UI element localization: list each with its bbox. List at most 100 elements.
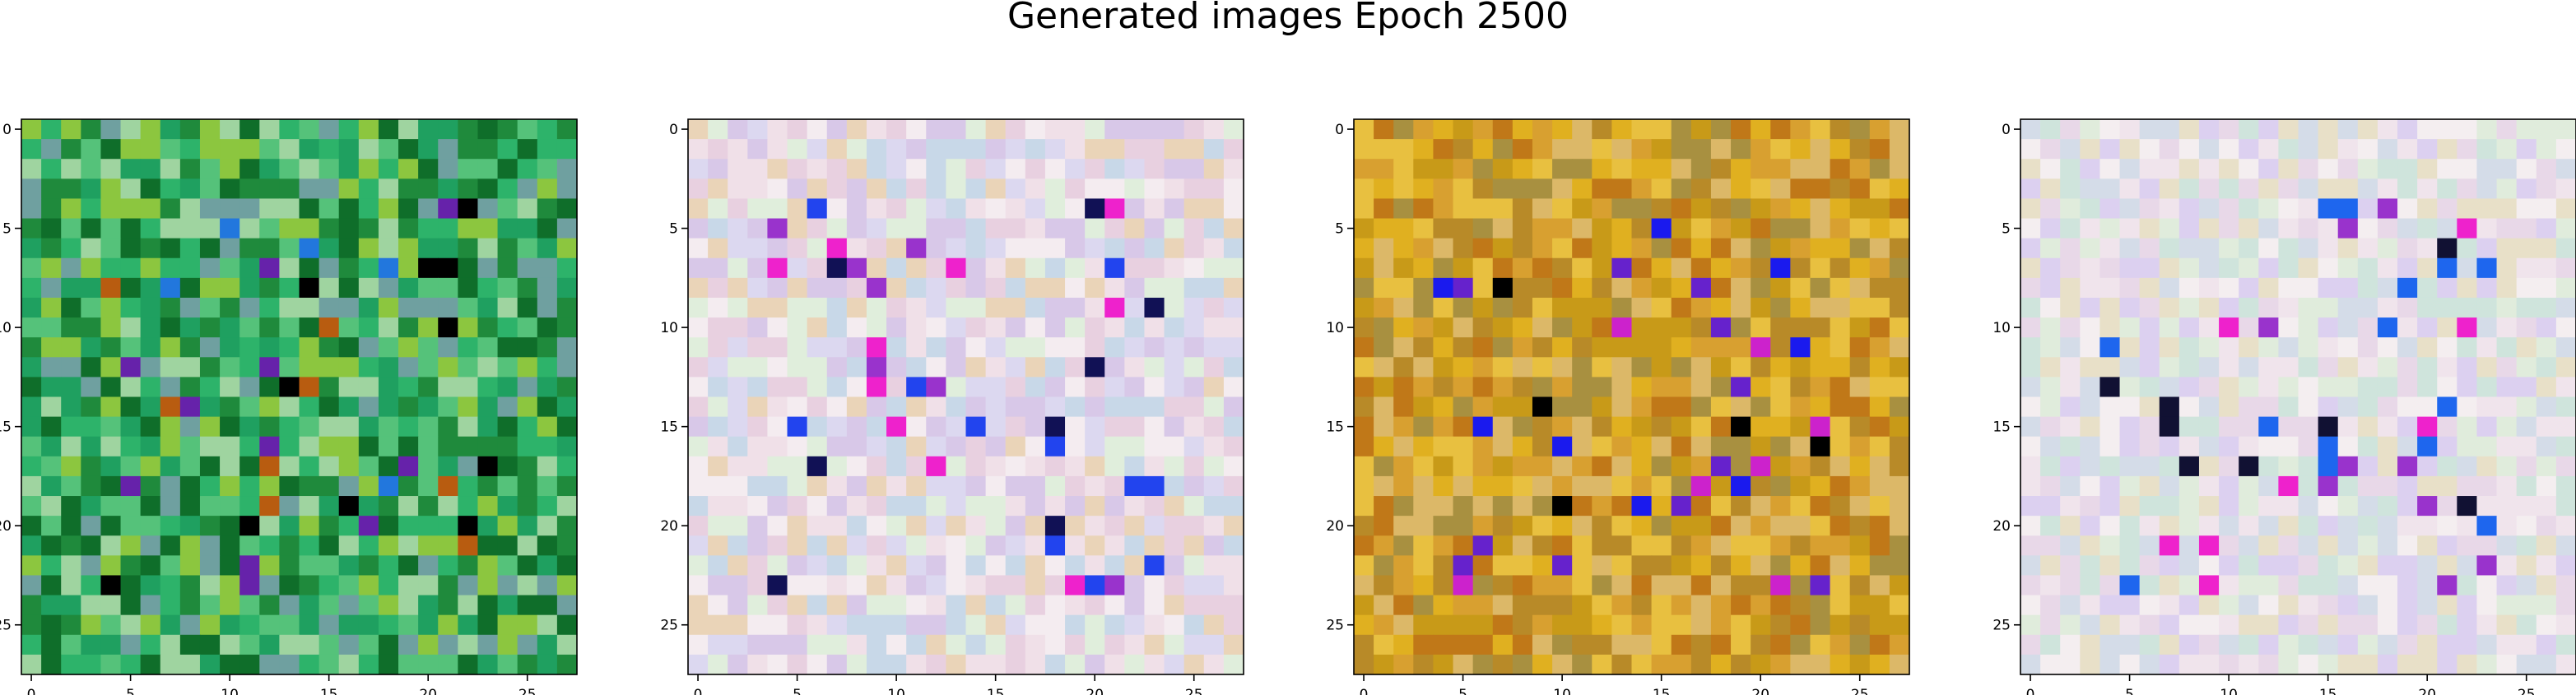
- pixel-cell: [2198, 436, 2220, 457]
- pixel-cell: [708, 456, 728, 477]
- pixel-cell: [1472, 119, 1494, 140]
- pixel-cell: [1651, 277, 1672, 299]
- pixel-cell: [2178, 535, 2200, 556]
- pixel-cell: [2417, 257, 2438, 279]
- pixel-cell: [2099, 555, 2121, 577]
- pixel-cell: [2476, 119, 2498, 140]
- pixel-cell: [1830, 277, 1851, 299]
- pixel-cell: [1124, 496, 1146, 517]
- pixel-cell: [1512, 139, 1533, 160]
- pixel-cell: [1869, 178, 1890, 200]
- pixel-cell: [398, 198, 419, 220]
- pixel-cell: [1413, 198, 1434, 220]
- pixel-cell: [81, 297, 102, 318]
- pixel-cell: [2239, 218, 2259, 239]
- pixel-cell: [2198, 595, 2220, 616]
- pixel-cell: [2357, 595, 2378, 616]
- pixel-cell: [946, 257, 967, 279]
- pixel-cell: [2357, 357, 2378, 378]
- pixel-cell: [239, 238, 260, 259]
- pixel-cell: [1532, 475, 1553, 497]
- pixel-cell: [2476, 277, 2498, 299]
- pixel-cell: [985, 614, 1007, 636]
- pixel-cell: [787, 119, 808, 140]
- pixel-cell: [2239, 654, 2259, 675]
- pixel-cell: [81, 198, 102, 220]
- pixel-cell: [1144, 535, 1165, 556]
- pixel-cell: [2476, 317, 2498, 338]
- pixel-cell: [826, 396, 848, 418]
- pixel-cell: [2298, 634, 2319, 656]
- pixel-cell: [2040, 456, 2061, 477]
- pixel-cell: [1790, 178, 1811, 200]
- pixel-cell: [1413, 416, 1434, 438]
- y-tick-label: 0: [2002, 122, 2011, 138]
- pixel-cell: [2357, 555, 2378, 577]
- pixel-cell: [1453, 139, 1474, 160]
- pixel-cell: [1144, 198, 1165, 220]
- pixel-cell: [747, 396, 769, 418]
- pixel-cell: [1889, 475, 1910, 497]
- pixel-cell: [2080, 317, 2101, 338]
- pixel-cell: [537, 337, 558, 358]
- pixel-cell: [1731, 377, 1751, 398]
- pixel-cell: [2258, 456, 2279, 477]
- pixel-cell: [688, 575, 709, 596]
- pixel-cell: [120, 238, 142, 259]
- pixel-cell: [787, 516, 808, 536]
- pixel-cell: [1592, 139, 1612, 160]
- pixel-cell: [2178, 614, 2200, 636]
- pixel-cell: [747, 436, 769, 457]
- pixel-cell: [1611, 614, 1633, 636]
- pixel-cell: [2099, 396, 2121, 418]
- pixel-cell: [2020, 496, 2041, 517]
- pixel-cell: [1671, 337, 1692, 358]
- pixel-cell: [1552, 595, 1573, 616]
- pixel-cell: [179, 516, 201, 536]
- pixel-cell: [747, 178, 769, 200]
- pixel-cell: [2357, 575, 2378, 596]
- pixel-cell: [1690, 257, 1712, 279]
- pixel-cell: [688, 396, 709, 418]
- pixel-cell: [2278, 555, 2299, 577]
- pixel-cell: [1552, 475, 1573, 497]
- pixel-cell: [497, 595, 518, 616]
- pixel-cell: [2020, 595, 2041, 616]
- pixel-cell: [2178, 178, 2200, 200]
- pixel-cell: [946, 475, 967, 497]
- pixel-cell: [965, 377, 987, 398]
- pixel-cell: [1085, 178, 1105, 200]
- pixel-cell: [1492, 475, 1514, 497]
- pixel-cell: [1472, 159, 1494, 179]
- pixel-cell: [1044, 396, 1066, 418]
- pixel-cell: [378, 516, 399, 536]
- pixel-cell: [41, 575, 62, 596]
- pixel-cell: [1065, 555, 1086, 577]
- pixel-cell: [537, 396, 558, 418]
- pixel-cell: [688, 139, 709, 160]
- pixel-cell: [2516, 317, 2537, 338]
- pixel-cell: [1651, 119, 1672, 140]
- pixel-cell: [1453, 119, 1474, 140]
- pixel-cell: [886, 218, 907, 239]
- pixel-cell: [537, 416, 558, 438]
- pixel-cell: [120, 595, 142, 616]
- pixel-cell: [1374, 159, 1394, 179]
- pixel-cell: [239, 119, 260, 140]
- pixel-cell: [2258, 119, 2279, 140]
- pixel-cell: [826, 634, 848, 656]
- pixel-cell: [2040, 178, 2061, 200]
- pixel-cell: [728, 654, 748, 675]
- pixel-cell: [81, 178, 102, 200]
- pixel-cell: [2060, 496, 2081, 517]
- pixel-cell: [728, 178, 748, 200]
- pixel-cell: [438, 456, 458, 477]
- pixel-cell: [1532, 337, 1553, 358]
- pixel-cell: [1065, 317, 1086, 338]
- pixel-cell: [1671, 575, 1692, 596]
- pixel-cell: [2239, 535, 2259, 556]
- pixel-cell: [100, 377, 122, 398]
- pixel-cell: [1203, 396, 1225, 418]
- pixel-cell: [1393, 277, 1414, 299]
- pixel-cell: [1731, 634, 1751, 656]
